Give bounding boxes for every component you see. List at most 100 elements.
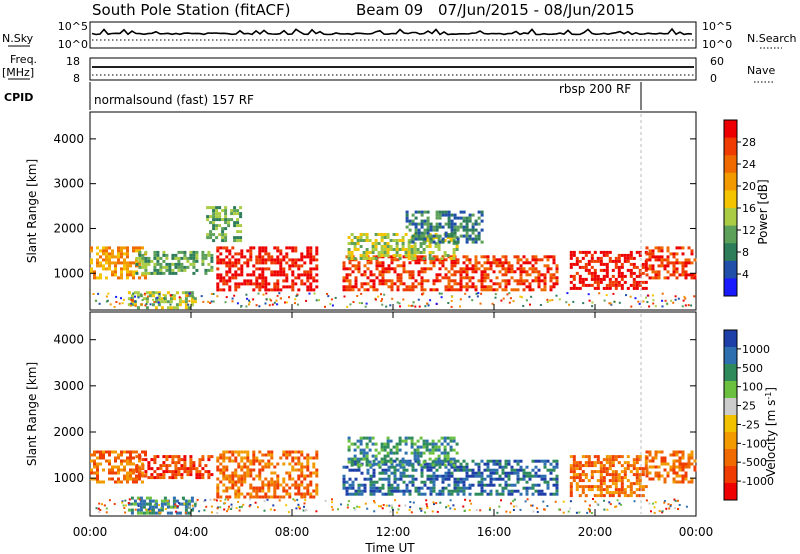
- scatter-cell: [539, 304, 542, 306]
- data-cell: [440, 460, 444, 464]
- scatter-cell: [236, 302, 239, 305]
- data-cell: [489, 474, 493, 478]
- data-cell: [599, 488, 603, 492]
- data-cell: [291, 477, 295, 481]
- data-cell: [465, 474, 469, 478]
- scatter-cell: [606, 508, 609, 511]
- data-cell: [96, 450, 99, 454]
- data-cell: [297, 273, 301, 277]
- data-cell: [408, 480, 412, 484]
- data-cell: [423, 261, 427, 265]
- data-cell: [276, 255, 280, 259]
- data-cell: [252, 462, 256, 466]
- data-cell: [378, 270, 382, 274]
- data-cell: [279, 456, 283, 460]
- data-cell: [264, 288, 268, 292]
- data-cell: [282, 462, 286, 466]
- data-cell: [611, 268, 615, 272]
- data-cell: [366, 477, 370, 481]
- scatter-cell: [159, 511, 162, 514]
- data-cell: [362, 451, 366, 455]
- data-cell: [297, 468, 301, 472]
- data-cell: [363, 264, 367, 268]
- data-cell: [294, 264, 298, 268]
- data-cell: [225, 456, 229, 460]
- data-cell: [672, 468, 676, 472]
- data-cell: [363, 486, 367, 490]
- data-cell: [423, 492, 427, 496]
- data-cell: [465, 276, 469, 280]
- data-cell: [231, 255, 235, 259]
- data-cell: [599, 482, 603, 486]
- data-cell: [486, 261, 490, 265]
- data-cell: [209, 221, 213, 225]
- data-cell: [408, 489, 412, 493]
- data-cell: [593, 274, 597, 278]
- scatter-cell: [331, 508, 334, 511]
- data-cell: [150, 458, 154, 462]
- data-cell: [93, 273, 96, 277]
- data-cell: [234, 264, 238, 268]
- data-cell: [350, 460, 354, 464]
- data-cell: [543, 276, 547, 280]
- data-cell: [222, 459, 226, 463]
- data-cell: [435, 276, 439, 280]
- data-cell: [273, 480, 277, 484]
- data-cell: [225, 255, 229, 259]
- data-cell: [365, 463, 369, 467]
- data-cell: [356, 439, 360, 443]
- data-cell: [629, 488, 633, 492]
- data-cell: [546, 459, 550, 463]
- data-cell: [590, 265, 594, 269]
- data-cell: [177, 250, 181, 254]
- data-cell: [519, 258, 523, 262]
- data-cell: [398, 439, 402, 443]
- data-cell: [620, 286, 624, 290]
- data-cell: [620, 265, 624, 269]
- data-cell: [282, 495, 286, 499]
- data-cell: [452, 463, 456, 467]
- data-cell: [411, 219, 415, 223]
- data-cell: [356, 445, 360, 449]
- data-cell: [611, 494, 615, 498]
- data-cell: [144, 250, 148, 254]
- data-cell: [462, 480, 466, 484]
- data-cell: [569, 265, 573, 269]
- data-cell: [617, 461, 621, 465]
- data-cell: [447, 216, 451, 220]
- data-cell: [450, 264, 454, 268]
- scatter-cell: [682, 299, 685, 302]
- data-cell: [139, 496, 143, 500]
- data-cell: [456, 237, 460, 241]
- data-cell: [204, 256, 208, 260]
- data-cell: [417, 486, 421, 490]
- data-cell: [362, 233, 366, 236]
- data-cell: [483, 285, 487, 289]
- data-cell: [575, 467, 579, 471]
- data-cell: [212, 209, 216, 213]
- data-cell: [252, 450, 256, 454]
- data-cell: [210, 265, 214, 269]
- colorbar-tick-label: 4: [742, 268, 749, 281]
- data-cell: [410, 445, 414, 449]
- data-cell: [291, 285, 295, 289]
- data-cell: [372, 483, 376, 487]
- scatter-cell: [174, 503, 177, 506]
- data-cell: [462, 219, 466, 223]
- data-cell: [453, 270, 457, 274]
- data-cell: [678, 459, 682, 463]
- data-cell: [380, 248, 384, 251]
- data-cell: [144, 271, 148, 275]
- data-cell: [468, 267, 472, 271]
- data-cell: [590, 461, 594, 465]
- scatter-cell: [195, 501, 198, 504]
- data-cell: [300, 255, 304, 259]
- scatter-cell: [121, 302, 124, 305]
- data-cell: [285, 456, 289, 460]
- data-cell: [657, 264, 661, 268]
- data-cell: [644, 286, 648, 290]
- scatter-cell: [498, 505, 501, 508]
- data-cell: [684, 276, 688, 280]
- scatter-cell: [356, 295, 359, 297]
- data-cell: [651, 465, 655, 469]
